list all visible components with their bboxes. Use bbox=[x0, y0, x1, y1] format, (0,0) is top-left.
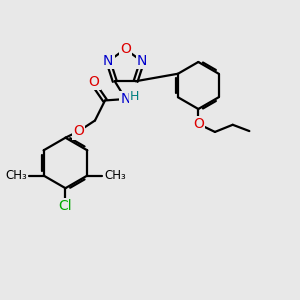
Text: N: N bbox=[103, 54, 113, 68]
Text: CH₃: CH₃ bbox=[5, 169, 27, 182]
Text: CH₃: CH₃ bbox=[104, 169, 126, 182]
Text: H: H bbox=[130, 90, 140, 103]
Text: O: O bbox=[120, 42, 130, 56]
Text: O: O bbox=[89, 75, 100, 89]
Text: N: N bbox=[137, 54, 147, 68]
Text: N: N bbox=[121, 92, 131, 106]
Text: O: O bbox=[73, 124, 84, 138]
Text: Cl: Cl bbox=[58, 199, 72, 213]
Text: O: O bbox=[193, 117, 204, 131]
